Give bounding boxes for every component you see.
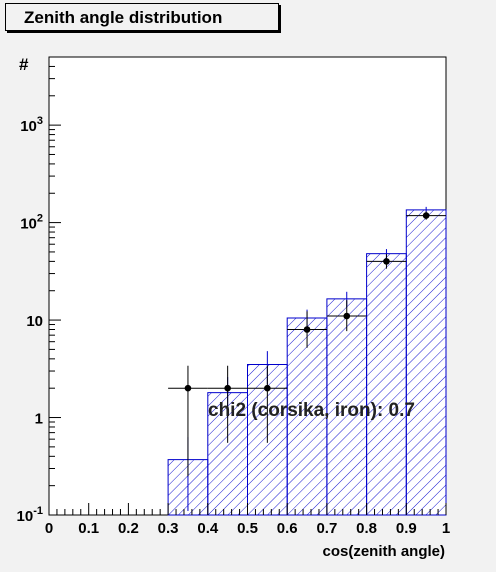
y-tick-label: 1: [35, 411, 43, 428]
x-tick-label: 0.1: [78, 520, 99, 537]
x-tick-label: 0.6: [277, 520, 298, 537]
x-tick-label: 0: [45, 520, 53, 537]
data-point: [422, 212, 430, 219]
y-tick-label: 102: [20, 213, 43, 233]
y-tick-label: 10-1: [17, 505, 43, 525]
chi2-annotation: chi2 (corsika, iron): 0.7: [208, 400, 415, 421]
y-axis-label: #: [19, 55, 29, 74]
x-tick-label: 1: [442, 520, 450, 537]
data-point: [184, 384, 192, 392]
x-tick-label: 0.3: [158, 520, 179, 537]
simulation-hatch-fill: [168, 209, 446, 516]
x-tick-label: 0.5: [237, 520, 258, 537]
data-point: [303, 326, 311, 333]
axes: 0 0.1 0.2 0.3 0.4 0.5 0.6 0.7 0.8 0.9 1 10-1 1 10 102 1…: [17, 56, 450, 537]
x-tick-label: 0.4: [197, 520, 219, 537]
x-tick-label: 0.2: [118, 520, 139, 537]
data-point: [343, 312, 351, 320]
data-point: [224, 384, 231, 392]
data-points: [168, 211, 446, 477]
data-point: [264, 384, 271, 392]
x-tick-label: 0.9: [396, 520, 417, 537]
x-axis-label: cos(zenith angle): [322, 543, 445, 560]
data-point: [383, 258, 390, 265]
y-tick-label: 103: [20, 115, 43, 135]
x-tick-label: 0.8: [356, 520, 377, 537]
chart-title: Zenith angle distribution: [5, 3, 279, 31]
x-tick-label: 0.7: [316, 520, 337, 537]
y-tick-label: 10: [26, 313, 43, 330]
